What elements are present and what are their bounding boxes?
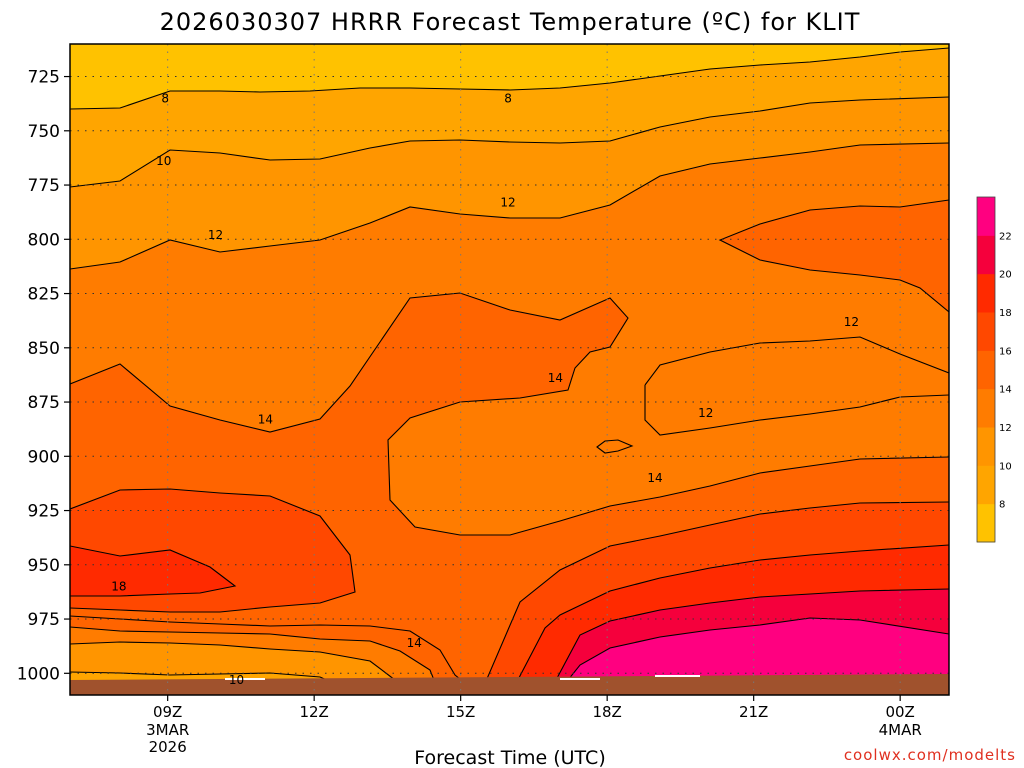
y-tick-label: 875	[28, 393, 60, 413]
terrain	[70, 674, 949, 695]
colorbar-tick-label: 8	[999, 500, 1005, 511]
y-tick-label: 800	[28, 230, 60, 250]
x-tick-sublabel: 3MAR	[146, 721, 189, 739]
x-tick-label: 00Z	[885, 703, 914, 721]
contour-lines	[70, 47, 949, 695]
y-tick-label: 1000	[17, 664, 60, 684]
contour-14-pocket	[718, 199, 949, 313]
credit-text: coolwx.com/modelts	[844, 746, 1016, 764]
colorbar-segment	[977, 235, 995, 275]
x-tick-label: 09Z	[153, 703, 182, 721]
colorbar-tick-label: 20	[999, 270, 1012, 281]
contour-16-near-surface	[70, 615, 481, 695]
terrain-gaps	[225, 675, 700, 680]
contour-14-near-surface	[70, 626, 441, 695]
contour-label: 12	[500, 195, 515, 209]
colorbar-segment	[977, 388, 995, 428]
plot-frame	[69, 43, 950, 696]
contour-label: 10	[229, 673, 244, 687]
contour-label: 12	[698, 406, 713, 420]
contour-18-low	[509, 544, 949, 695]
contour-12-near-surface	[70, 641, 401, 695]
y-tick-label: 750	[28, 122, 60, 142]
colorbar-segment	[977, 312, 995, 351]
contour-label: 12	[844, 315, 859, 329]
contour-label: 18	[111, 580, 126, 594]
contour-label: 10	[156, 154, 171, 168]
contour-label: 14	[407, 636, 422, 650]
contour-8	[70, 47, 949, 110]
y-tick-label: 950	[28, 556, 60, 576]
contour-16	[70, 488, 356, 613]
plot-area: 8 8 10 12 12 12 14 12 14 14 18 14 10	[70, 44, 949, 695]
band-12-14-pocket	[645, 337, 949, 435]
y-tick-label: 775	[28, 176, 60, 196]
y-tick-label: 850	[28, 339, 60, 359]
contour-label: 8	[161, 91, 169, 105]
colorbar-tick-label: 16	[999, 346, 1012, 357]
contour-18	[70, 545, 237, 597]
chart-title: 2026030307 HRRR Forecast Temperature (ºC…	[160, 8, 861, 36]
x-tick-label: 21Z	[739, 703, 768, 721]
contour-12	[70, 142, 949, 270]
x-tick-sublabel: 4MAR	[879, 721, 922, 739]
y-tick-label: 825	[28, 285, 60, 305]
x-tick-sublabel: 2026	[149, 738, 187, 756]
x-tick-label: 15Z	[446, 703, 475, 721]
contour-label: 14	[548, 371, 563, 385]
colorbar-segment	[977, 350, 995, 390]
colorbar-segment	[977, 503, 995, 543]
contour-labels: 8 8 10 12 12 12 14 12 14 14 18 14 10	[111, 91, 859, 687]
colorbar-tick-label: 14	[999, 385, 1012, 396]
colorbar-tick-label: 22	[999, 231, 1012, 242]
band-18-20	[70, 546, 235, 596]
contour-12-pocket	[644, 336, 949, 436]
contour-16-low	[479, 501, 949, 695]
contour-20	[547, 588, 949, 695]
contour-10	[70, 96, 949, 188]
colorbar: 8 10 12 14 16 18 20 22	[976, 196, 1012, 543]
contour-label: 12	[208, 228, 223, 242]
colorbar-segment	[977, 427, 995, 466]
band-14-16-pocket	[720, 200, 949, 312]
contour-label: 8	[504, 91, 512, 105]
colorbar-segment	[977, 465, 995, 505]
colorbar-tick-label: 12	[999, 423, 1012, 434]
colorbar-frame	[976, 196, 996, 543]
contour-14	[70, 292, 949, 536]
colorbar-tick-label: 10	[999, 461, 1012, 472]
y-tick-label: 725	[28, 68, 60, 88]
x-tick-label: 12Z	[299, 703, 328, 721]
y-tick-label: 900	[28, 447, 60, 467]
y-tick-label: 925	[28, 502, 60, 522]
colorbar-segment	[977, 273, 995, 313]
y-axis: 725 750 775 800 825 850 875 900 925 950 975 1000	[17, 68, 70, 684]
x-tick-label: 18Z	[592, 703, 621, 721]
contour-14-blob	[596, 439, 634, 454]
contour-label: 14	[258, 412, 273, 426]
x-axis-label: Forecast Time (UTC)	[414, 747, 605, 768]
colorbar-tick-label: 18	[999, 308, 1012, 319]
y-tick-label: 975	[28, 610, 60, 630]
colorbar-segment	[977, 197, 995, 236]
band-below-8	[70, 44, 949, 109]
contour-label: 14	[647, 471, 662, 485]
